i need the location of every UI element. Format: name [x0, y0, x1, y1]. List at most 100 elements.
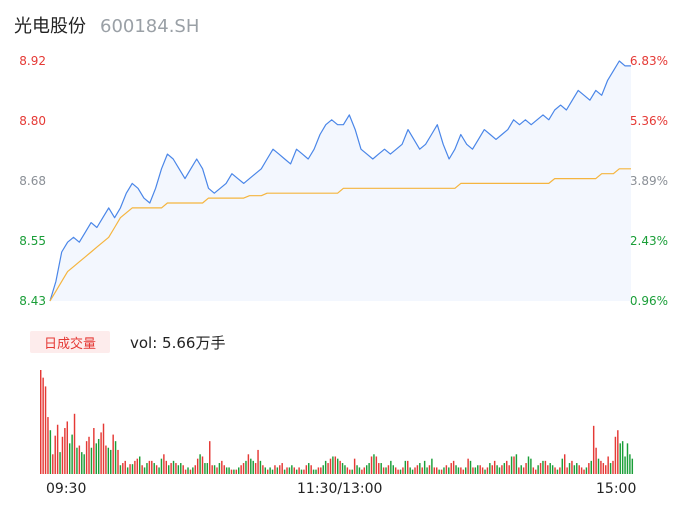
- volume-bar: [520, 465, 522, 474]
- right-percent-label: 2.43%: [629, 234, 668, 248]
- volume-bar: [298, 467, 300, 474]
- volume-bar: [151, 460, 153, 474]
- volume-bar: [264, 467, 267, 474]
- volume-bar: [617, 430, 619, 474]
- volume-bar: [221, 460, 223, 474]
- volume-bar: [477, 465, 479, 474]
- volume-bar: [375, 456, 378, 474]
- volume-bar: [252, 460, 254, 474]
- stock-title: 光电股份 600184.SH: [14, 12, 199, 40]
- volume-bar: [291, 465, 293, 474]
- daily-volume-tab[interactable]: 日成交量: [30, 331, 110, 353]
- volume-bar: [522, 467, 525, 474]
- volume-bar: [563, 454, 566, 474]
- volume-bar: [443, 467, 445, 474]
- volume-bar: [114, 441, 117, 474]
- right-percent-label: 3.89%: [629, 174, 668, 188]
- volume-bar: [288, 467, 291, 474]
- average-price-line: [49, 168, 631, 302]
- volume-bar: [143, 467, 146, 474]
- volume-bar: [368, 463, 370, 474]
- volume-bar: [361, 469, 363, 474]
- volume-bar: [139, 456, 141, 474]
- volume-bar: [78, 445, 81, 474]
- price-chart: [49, 60, 631, 302]
- volume-bar: [126, 467, 129, 474]
- volume-bar: [61, 436, 64, 474]
- volume-bar: [551, 465, 554, 474]
- volume-bar: [170, 463, 172, 474]
- volume-bar: [397, 469, 399, 474]
- volume-bar: [332, 456, 334, 474]
- volume-bar: [436, 467, 438, 474]
- volume-bar: [440, 469, 443, 474]
- volume-readout: vol: 5.66万手: [130, 334, 226, 352]
- volume-bar: [438, 469, 440, 474]
- volume-bar: [158, 467, 160, 474]
- volume-bar: [554, 467, 556, 474]
- volume-bar: [508, 465, 510, 474]
- volume-bar: [527, 456, 530, 474]
- volume-bar: [52, 454, 54, 474]
- volume-bar: [320, 467, 322, 474]
- volume-bar: [433, 467, 436, 474]
- volume-bar: [262, 465, 264, 474]
- volume-bar: [349, 469, 351, 474]
- volume-bar: [300, 469, 303, 474]
- left-price-label: 8.92: [19, 54, 46, 68]
- volume-bar: [431, 458, 433, 474]
- volume-bar: [122, 463, 124, 474]
- volume-bar: [513, 456, 515, 474]
- volume-bar: [486, 467, 489, 474]
- volume-bar: [387, 465, 390, 474]
- volume-bar: [303, 469, 305, 474]
- volume-bar: [308, 463, 310, 474]
- volume-bar: [102, 423, 105, 474]
- volume-bar: [402, 467, 404, 474]
- volume-bar: [621, 441, 624, 474]
- volume-bar: [337, 458, 339, 474]
- time-label-midday: 11:30/13:00: [297, 481, 383, 497]
- volume-bar: [213, 465, 216, 474]
- volume-bar: [131, 464, 134, 474]
- volume-bar: [95, 443, 97, 474]
- volume-bar: [141, 465, 143, 474]
- volume-bar: [204, 463, 206, 474]
- volume-bar: [450, 463, 452, 474]
- volume-bar: [66, 421, 69, 474]
- price-line: [49, 60, 631, 302]
- volume-bar: [428, 465, 431, 474]
- volume-bar: [117, 449, 119, 474]
- volume-bar: [445, 465, 448, 474]
- volume-bar: [385, 467, 387, 474]
- volume-bar: [597, 458, 600, 474]
- volume-bar: [600, 460, 602, 474]
- volume-bar: [407, 460, 409, 474]
- volume-bar: [583, 469, 585, 474]
- volume-bar: [148, 460, 151, 474]
- left-price-label: 8.80: [19, 114, 46, 128]
- volume-bar: [233, 469, 235, 474]
- time-label-close: 15:00: [596, 481, 637, 497]
- volume-bar: [518, 467, 520, 474]
- volume-bar: [525, 463, 527, 474]
- volume-bar: [85, 441, 88, 474]
- volume-bar: [124, 460, 126, 474]
- volume-bar: [189, 469, 192, 474]
- volume-bar: [544, 460, 547, 474]
- volume-bar: [271, 469, 274, 474]
- right-percent-label: 0.96%: [629, 294, 668, 308]
- volume-bar: [257, 449, 259, 474]
- volume-bar: [97, 438, 100, 474]
- volume-bar: [242, 463, 245, 474]
- volume-bar: [452, 460, 455, 474]
- volume-bar: [351, 469, 353, 474]
- volume-bar: [218, 463, 221, 474]
- volume-bar: [266, 469, 269, 474]
- volume-bar: [469, 460, 472, 474]
- volume-bar: [153, 463, 155, 474]
- volume-bar: [223, 465, 225, 474]
- volume-bar: [605, 465, 607, 474]
- volume-bar: [380, 463, 382, 474]
